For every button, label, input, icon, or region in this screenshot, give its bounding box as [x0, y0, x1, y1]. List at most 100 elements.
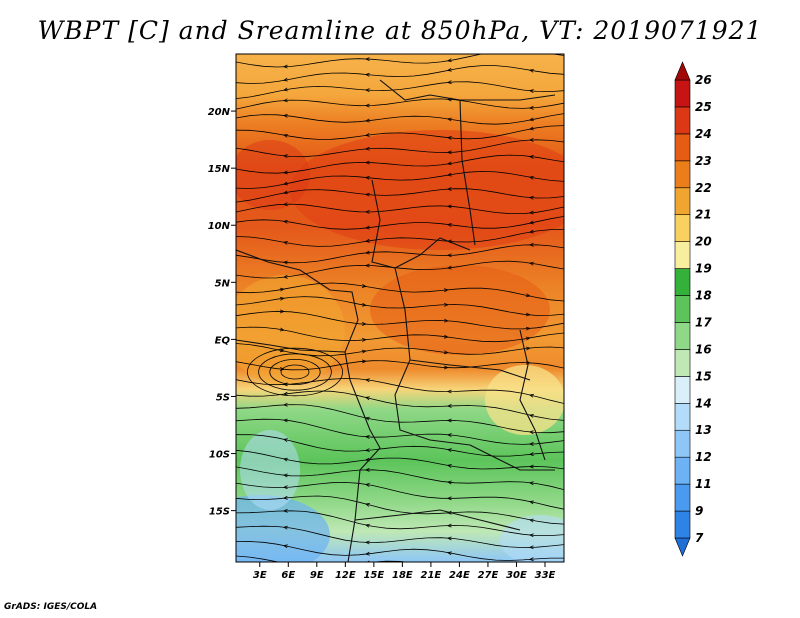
- streamline-arrow: [528, 464, 534, 469]
- streamline-arrow: [446, 58, 452, 63]
- streamline-arrow: [528, 500, 534, 505]
- streamline-arrow: [446, 172, 452, 177]
- lon-tick-label: 27E: [478, 570, 499, 581]
- streamline-arrow: [282, 382, 288, 387]
- streamline: [236, 495, 564, 525]
- footer-credit: GrADS: IGES/COLA: [4, 602, 98, 612]
- streamline-arrow: [361, 338, 367, 342]
- streamline: [236, 170, 564, 189]
- lon-tick-label: 33E: [535, 570, 556, 581]
- streamline-arrow: [364, 250, 370, 255]
- lat-tick-label: 10N: [208, 221, 231, 232]
- colorbar-segment: [674, 483, 691, 512]
- streamline-arrow: [287, 561, 288, 562]
- streamline-arrow: [282, 473, 288, 478]
- streamline-arrow: [528, 155, 534, 159]
- streamline-arrow: [446, 223, 452, 227]
- streamline-arrow: [364, 396, 370, 401]
- streamline-arrow: [282, 418, 288, 423]
- colorbar-segment: [674, 241, 691, 269]
- streamline-arrow: [361, 359, 367, 364]
- streamline: [236, 125, 564, 140]
- streamline-arrow: [528, 393, 534, 398]
- streamline-arrow: [364, 88, 370, 93]
- streamline-arrow: [528, 117, 534, 122]
- streamline: [236, 418, 564, 445]
- streamline-arrow: [443, 302, 449, 307]
- colorbar-segment: [674, 295, 691, 323]
- colorbar-label: 19: [695, 262, 712, 276]
- lon-tick-label: 21E: [421, 570, 442, 581]
- streamline-arrow: [446, 253, 452, 258]
- colorbar-label: 17: [695, 315, 712, 329]
- streamline: [236, 65, 564, 84]
- streamline-arrow: [279, 327, 285, 332]
- streamline-arrow: [528, 430, 534, 435]
- streamline-arrow: [525, 326, 531, 331]
- colorbar: 7 9 11 12 13 14 15 16 17 18 19 20 21 22 23 24 25 26: [674, 61, 712, 557]
- streamline-arrow: [528, 68, 534, 73]
- streamline-arrow: [364, 133, 370, 137]
- streamline: [236, 326, 564, 343]
- streamline: [236, 296, 564, 316]
- colorbar-segment: [674, 79, 691, 108]
- streamline-arrow: [443, 318, 449, 323]
- streamline: [236, 404, 564, 434]
- streamline-arrow: [528, 89, 534, 93]
- streamline-arrow: [528, 175, 534, 180]
- streamline-arrow: [446, 204, 452, 209]
- streamline: [236, 525, 564, 549]
- colorbar-segment: [674, 537, 691, 557]
- streamline-arrow: [279, 309, 285, 314]
- streamline-arrow: [446, 496, 452, 501]
- streamline-arrow: [361, 302, 367, 307]
- lon-tick-label: 18E: [392, 570, 413, 581]
- colorbar-segment: [674, 376, 691, 404]
- streamline: [236, 541, 564, 561]
- streamline-arrow: [282, 154, 288, 159]
- streamline-arrow: [528, 220, 534, 225]
- streamline-arrow: [530, 50, 534, 53]
- streamline-arrow: [446, 464, 452, 468]
- streamline-arrow: [446, 536, 452, 541]
- streamline-arrow: [525, 336, 531, 341]
- lon-tick-label: 9E: [310, 570, 324, 581]
- colorbar-segment: [674, 61, 691, 81]
- streamline: [236, 154, 564, 174]
- streamline-arrow: [364, 448, 370, 453]
- streamline-arrow: [282, 544, 288, 549]
- streamline-arrow: [361, 284, 367, 288]
- streamline: [236, 390, 564, 421]
- streamline: [236, 203, 564, 214]
- streamline-arrow: [279, 287, 285, 292]
- streamline-arrow: [364, 160, 370, 165]
- streamline-arrow: [279, 348, 285, 353]
- streamline-arrow: [446, 551, 452, 556]
- streamline-arrow: [282, 98, 288, 103]
- colorbar-segment: [674, 268, 691, 296]
- lon-tick-label: 15E: [363, 570, 384, 581]
- streamline-arrow: [446, 480, 452, 485]
- streamline-arrow: [364, 238, 370, 243]
- colorbar-label: 13: [695, 423, 712, 437]
- lon-tick-label: 6E: [281, 570, 295, 581]
- streamline-arrow: [364, 146, 370, 151]
- streamline: [236, 229, 564, 247]
- streamline-arrow: [282, 508, 288, 513]
- streamline-arrow: [446, 161, 452, 166]
- streamline-arrow: [282, 202, 288, 207]
- streamline: [236, 343, 564, 357]
- streamline-vortex: [280, 364, 310, 380]
- streamline-arrow: [443, 334, 449, 339]
- streamline-arrow: [282, 525, 288, 530]
- streamline-arrow: [446, 389, 452, 394]
- streamline-arrow: [446, 186, 452, 191]
- streamline-arrow: [528, 545, 534, 550]
- streamline-vortex: [258, 353, 332, 391]
- lat-tick-label: 15N: [208, 164, 231, 175]
- streamline-arrow: [282, 64, 288, 69]
- lat-tick-label: 5S: [216, 392, 230, 403]
- streamline: [236, 434, 564, 457]
- colorbar-segment: [674, 429, 691, 458]
